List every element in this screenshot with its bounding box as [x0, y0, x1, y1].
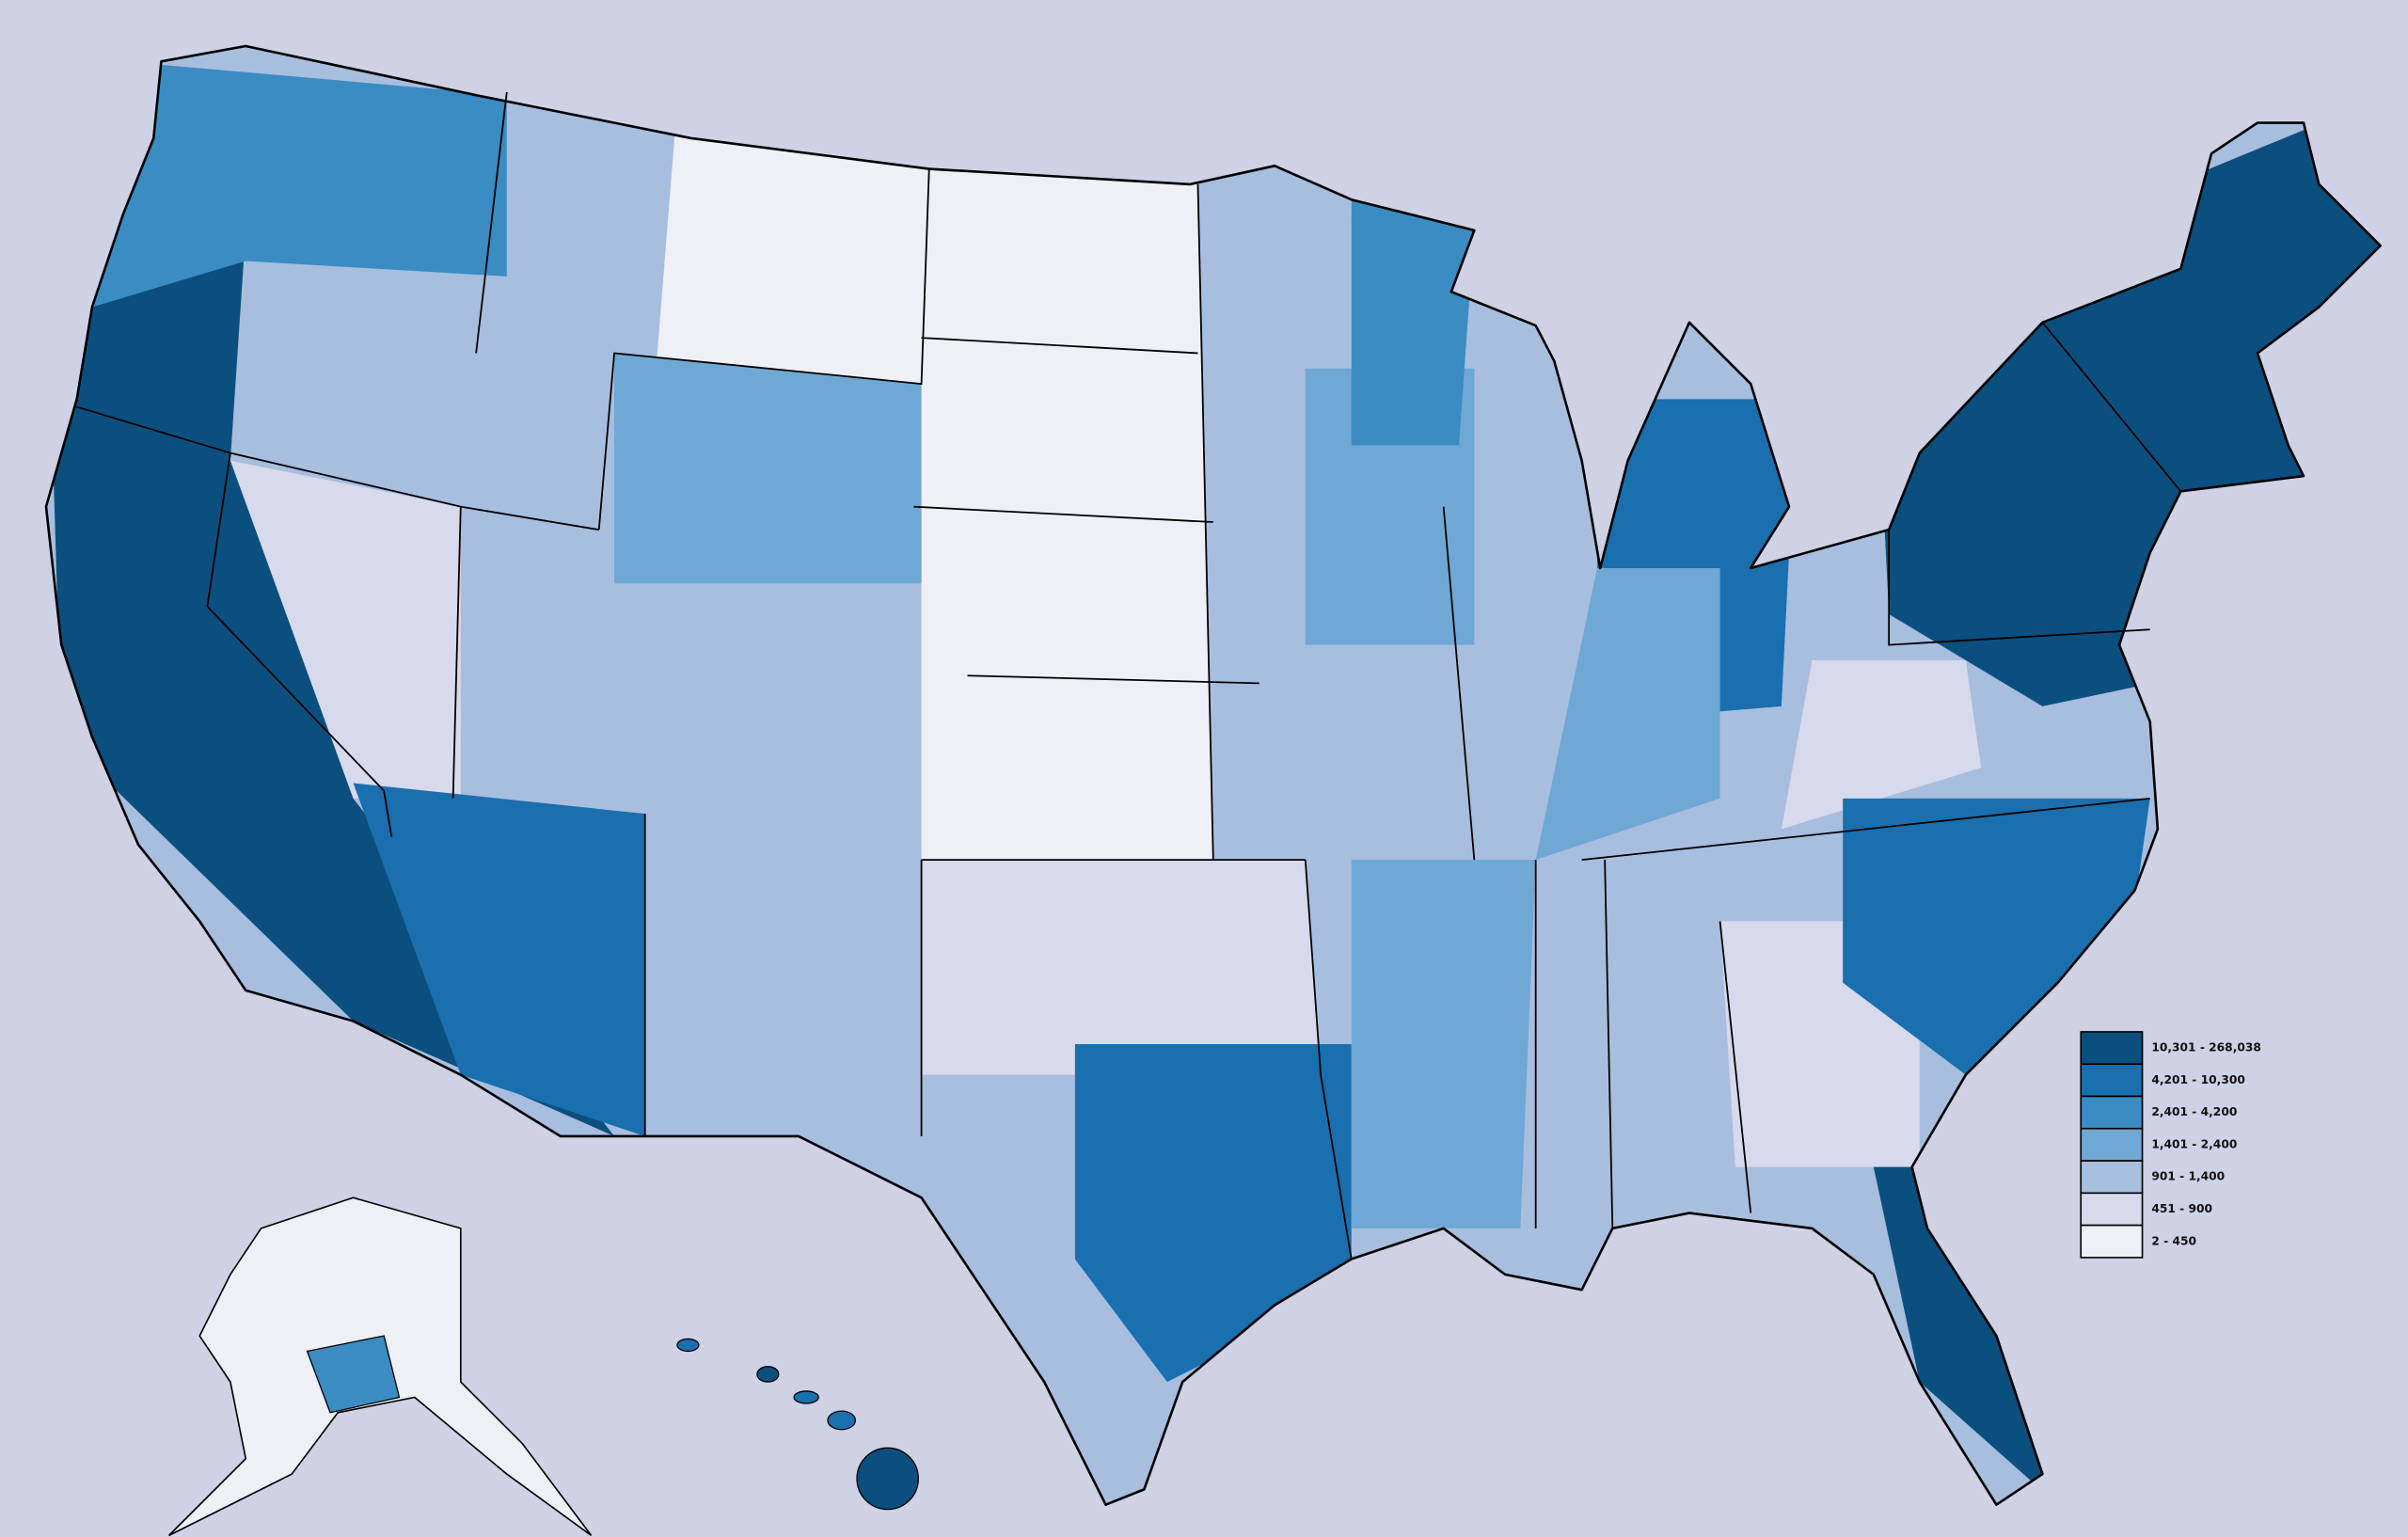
hawaii — [676, 1338, 919, 1511]
region — [1351, 860, 1536, 1228]
state-borders — [76, 91, 2182, 1260]
legend-swatch — [2080, 1063, 2144, 1098]
region — [1351, 199, 1475, 446]
island — [827, 1410, 857, 1431]
region — [1535, 567, 1720, 861]
region — [1781, 659, 1982, 830]
legend-label: 901 - 1,400 — [2151, 1170, 2225, 1183]
region — [614, 353, 922, 584]
legend-label: 2,401 - 4,200 — [2151, 1105, 2237, 1118]
alaska-region — [306, 1335, 401, 1414]
region — [353, 783, 645, 1136]
legend-swatch — [2080, 1192, 2144, 1227]
legend-swatch — [2080, 1160, 2144, 1195]
alaska — [168, 1196, 593, 1537]
legend-label: 1,401 - 2,400 — [2151, 1137, 2237, 1150]
legend-label: 10,301 - 268,038 — [2151, 1041, 2261, 1054]
legend: 10,301 - 268,038 4,201 - 10,300 2,401 - 4,… — [2080, 1031, 2261, 1259]
island — [756, 1366, 780, 1383]
legend-swatch — [2080, 1127, 2144, 1162]
legend-swatch — [2080, 1224, 2144, 1259]
island — [793, 1390, 819, 1404]
legend-label: 4,201 - 10,300 — [2151, 1073, 2245, 1086]
region — [1074, 1044, 1352, 1383]
legend-label: 2 - 450 — [2151, 1234, 2196, 1247]
legend-label: 451 - 900 — [2151, 1202, 2212, 1215]
us-outline — [44, 44, 2382, 1507]
legend-swatch — [2080, 1031, 2144, 1066]
region — [45, 230, 615, 1136]
island — [856, 1447, 919, 1511]
region — [1843, 798, 2150, 1075]
region — [644, 122, 1213, 861]
island — [676, 1338, 700, 1353]
region — [91, 61, 507, 308]
legend-swatch — [2080, 1095, 2144, 1130]
region — [921, 860, 1322, 1075]
region — [1873, 91, 2381, 706]
